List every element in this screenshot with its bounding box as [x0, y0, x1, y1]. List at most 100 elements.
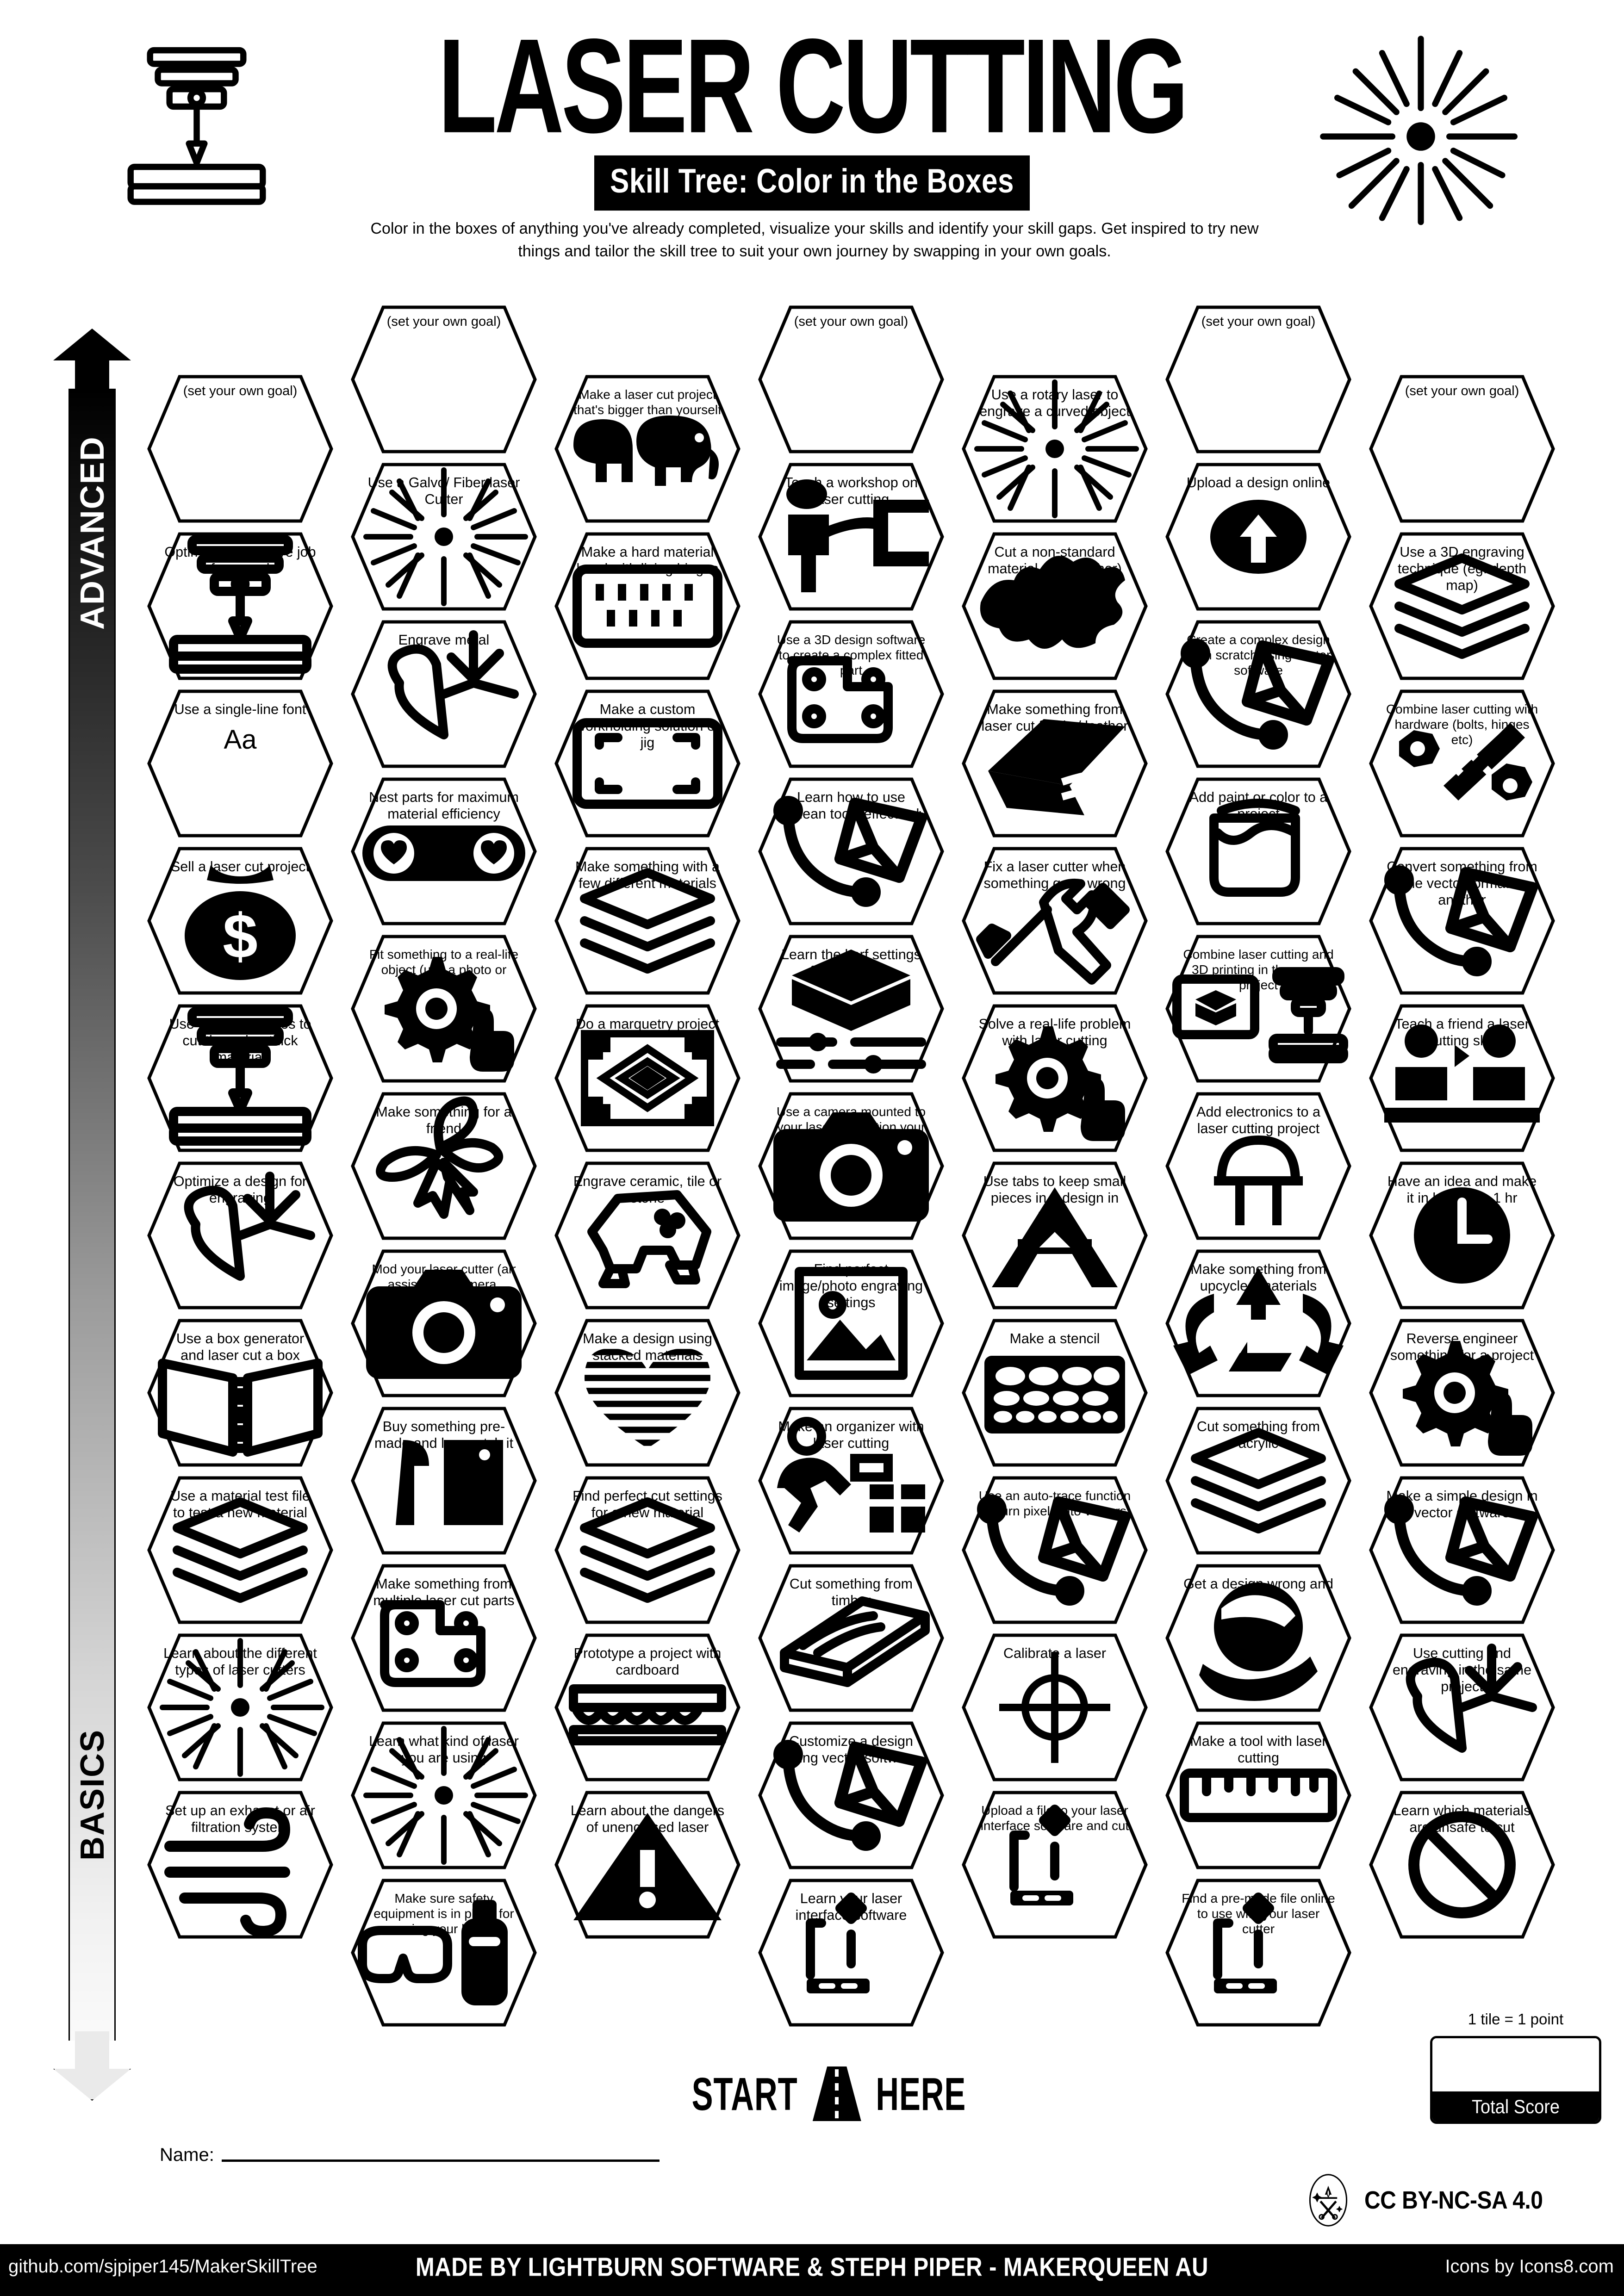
skill-hex-tile[interactable]: Learn your laser interface software	[758, 1879, 944, 2027]
skill-hex-tile[interactable]: (set your own goal)	[351, 305, 537, 453]
skill-hex-tile[interactable]: Reverse engineer something for a project	[1369, 1319, 1555, 1467]
skill-hex-tile[interactable]: Make sure safety equipment is in place f…	[351, 1879, 537, 2027]
skill-hex-tile[interactable]: Make something from laser cut fabric / l…	[962, 689, 1148, 838]
skill-hex-tile[interactable]: Convert something from one vector format…	[1369, 847, 1555, 995]
skill-hex-tile[interactable]: Use a 3D engraving technique (eg. depth …	[1369, 532, 1555, 680]
skill-hex-tile[interactable]: Cut a non-standard material (e.g. leathe…	[962, 532, 1148, 680]
skill-hex-tile[interactable]: Buy something pre-made and laser etch it	[351, 1407, 537, 1555]
total-score-box[interactable]: Total Score	[1430, 2036, 1601, 2124]
laptop-laser-icon	[806, 1893, 875, 1993]
skill-hex-tile[interactable]: (set your own goal)	[1165, 305, 1351, 453]
skill-label: (set your own goal)	[1201, 314, 1316, 329]
skill-hex-tile[interactable]: Make something for a friend	[351, 1092, 537, 1240]
skill-hex-tile[interactable]: Make something with a few different mate…	[554, 847, 740, 995]
pen-tool-icon	[773, 1740, 927, 1851]
skill-hex-tile[interactable]: Use a Galvo/ Fiber laser Cutter	[351, 463, 537, 611]
skill-hex-tile[interactable]: Make a stencil	[962, 1319, 1148, 1467]
skill-hex-tile[interactable]: (set your own goal)	[147, 375, 333, 523]
name-field-row[interactable]: Name:	[160, 2138, 660, 2166]
skill-hex-tile[interactable]: Calibrate a laser	[962, 1633, 1148, 1781]
skill-hex-tile[interactable]: Make a custom workholding solution or ji…	[554, 689, 740, 838]
intro-paragraph: Color in the boxes of anything you've al…	[370, 220, 1259, 261]
skill-hex-tile[interactable]: Use tabs to keep small pieces in a desig…	[962, 1161, 1148, 1309]
skill-hex-tile[interactable]: Nest parts for maximum material efficien…	[351, 777, 537, 925]
skill-hex-tile[interactable]: Solve a real-life problem with laser cut…	[962, 1004, 1148, 1152]
skill-hex-tile[interactable]: Add paint or color to a project	[1165, 777, 1351, 925]
skill-label: (set your own goal)	[386, 314, 501, 329]
skill-hex-tile[interactable]: Get a design wrong and try again	[1165, 1564, 1351, 1712]
marquetry-icon	[581, 1030, 714, 1126]
skill-hex-tile[interactable]: Cut something from timber	[758, 1564, 944, 1712]
skill-hex-tile[interactable]: Make something from upcycled materials	[1165, 1249, 1351, 1397]
skill-hex-tile[interactable]: Learn about the dangers of unenclosed la…	[554, 1791, 740, 1939]
skill-hex-tile[interactable]: Fix a laser cutter when something goes w…	[962, 847, 1148, 995]
skill-hex-tile[interactable]: Upload a file to your laser interface so…	[962, 1791, 1148, 1939]
laser-burst-icon	[160, 1638, 324, 1777]
skill-hex-tile[interactable]: Make a laser cut project that's bigger t…	[554, 375, 740, 523]
skill-hex-tile[interactable]: Optimize a design for engraving	[147, 1161, 333, 1309]
skill-hex-tile[interactable]: Make something from multiple laser cut p…	[351, 1564, 537, 1712]
skill-hex-tile[interactable]: Add electronics to a laser cutting proje…	[1165, 1092, 1351, 1240]
skill-hex-tile[interactable]: Make a design using stacked materials	[554, 1319, 740, 1467]
skill-label: Make a tool with laser cutting	[1190, 1733, 1327, 1766]
skill-hex-tile[interactable]: Upload a design online	[1165, 463, 1351, 611]
skill-hex-tile[interactable]: Learn the kerf settings for your laser	[758, 935, 944, 1083]
score-entry-area[interactable]	[1432, 2038, 1599, 2093]
skill-hex-tile[interactable]: Mod your laser cutter (air assist, add c…	[351, 1249, 537, 1397]
skill-hex-tile[interactable]: Have an idea and make it in less than 1 …	[1369, 1161, 1555, 1309]
skill-hex-tile[interactable]: Cut something from acrylic	[1165, 1407, 1351, 1555]
skill-hex-tile[interactable]: Teach a workshop on laser cutting	[758, 463, 944, 611]
skill-hex-tile[interactable]: Use a 3D design software to create a com…	[758, 620, 944, 768]
heart-engrave-icon	[1406, 1644, 1537, 1753]
skill-hex-tile[interactable]: Make a simple design in vector software	[1369, 1476, 1555, 1624]
skill-hex-tile[interactable]: (set your own goal)	[1369, 375, 1555, 523]
skill-hex-tile[interactable]: Customize a design using vector software	[758, 1721, 944, 1869]
material-stack-icon	[1191, 1428, 1326, 1533]
skill-hex-tile[interactable]: Teach a friend a laser cutting skill	[1369, 1004, 1555, 1152]
skill-hex-tile[interactable]: Use multiple passes to cut through a thi…	[147, 1004, 333, 1152]
skill-hex-tile[interactable]: Use a material test file to test a new m…	[147, 1476, 333, 1624]
camera-icon	[366, 1270, 522, 1379]
skill-hex-tile[interactable]: Use a camera mounted to your laser to po…	[758, 1092, 944, 1240]
skill-hex-tile[interactable]: Do a marquetry project	[554, 1004, 740, 1152]
skill-hex-tile[interactable]: Use cutting and engraving in the same pr…	[1369, 1633, 1555, 1781]
skill-hex-tile[interactable]: Create a complex design from scratch usi…	[1165, 620, 1351, 768]
skill-hex-tile[interactable]: Learn about the different types of laser…	[147, 1633, 333, 1781]
skill-hex-tile[interactable]: Find a pre-made file online to use with …	[1165, 1879, 1351, 2027]
skill-hex-tile[interactable]: (set your own goal)	[758, 305, 944, 453]
skill-hex-tile[interactable]: Use a box generator and laser cut a box	[147, 1319, 333, 1467]
skill-hex-tile[interactable]: Make a tool with laser cutting	[1165, 1721, 1351, 1869]
camera-icon	[773, 1112, 929, 1222]
page-footer: github.com/sjpiper145/MakerSkillTree MAD…	[0, 2244, 1624, 2296]
skill-hex-tile[interactable]: Use an auto-trace function to turn pixel…	[962, 1476, 1148, 1624]
pen-tool-icon	[773, 796, 927, 907]
laser-burst-icon	[974, 379, 1139, 518]
skill-hex-tile[interactable]: Make an organizer with laser cutting	[758, 1407, 944, 1555]
hex-outline	[758, 1249, 944, 1397]
skill-hex-tile[interactable]: Learn which materials are unsafe to cut	[1369, 1791, 1555, 1939]
skill-hex-tile[interactable]: Engrave metal	[351, 620, 537, 768]
skill-hex-tile[interactable]: Fit something to a real-life object (use…	[351, 935, 537, 1083]
skill-hex-tile[interactable]: Use a single-line font Aa	[147, 689, 333, 838]
start-word: START	[691, 2067, 798, 2120]
skill-hex-tile[interactable]: Optimize a repetitive job for speed	[147, 532, 333, 680]
skill-hex-tile[interactable]: Use a rotary laser to engrave a curved o…	[962, 375, 1148, 523]
tile-point-note: 1 tile = 1 point	[1468, 2011, 1564, 2028]
skill-hex-tile[interactable]: Find perfect cut settings for a new mate…	[554, 1476, 740, 1624]
wind-icon	[164, 1807, 291, 1937]
skill-hex-tile[interactable]: Set up an exhaust or air filtration syst…	[147, 1791, 333, 1939]
elephants-icon	[573, 416, 719, 486]
skill-label: Upload a design online	[1186, 475, 1331, 490]
skill-hex-tile[interactable]: Learn what kind of laser you are using	[351, 1721, 537, 1869]
skill-hex-tile[interactable]: Make a hard material bend with living hi…	[554, 532, 740, 680]
skill-hex-tile[interactable]: Learn how to use boolean tools effective…	[758, 777, 944, 925]
skill-label: Prototype a project with cardboard	[573, 1645, 722, 1678]
name-input-line[interactable]	[221, 2159, 660, 2162]
skill-hex-tile[interactable]: Sell a laser cut project $	[147, 847, 333, 995]
skill-hex-tile[interactable]: Combine laser cutting with hardware (bol…	[1369, 689, 1555, 838]
skill-hex-tile[interactable]: Find perfect image/photo engraving setti…	[758, 1249, 944, 1397]
github-link[interactable]: github.com/sjpiper145/MakerSkillTree	[8, 2256, 317, 2277]
skill-hex-tile[interactable]: Engrave ceramic, tile or stone	[554, 1161, 740, 1309]
skill-hex-tile[interactable]: Prototype a project with cardboard	[554, 1633, 740, 1781]
skill-hex-tile[interactable]: Combine laser cutting and 3D printing in…	[1165, 935, 1351, 1083]
